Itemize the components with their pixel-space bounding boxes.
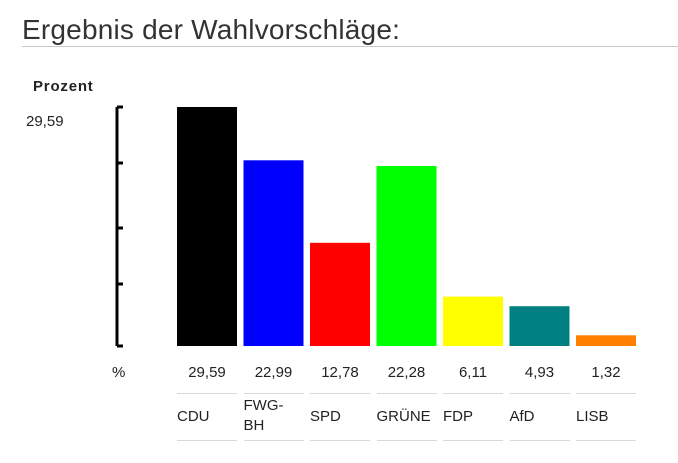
bar-spd (310, 242, 370, 346)
value-row-label: % (112, 364, 126, 381)
category-label: FWG-BH (243, 397, 284, 434)
category-label: GRÜNE (376, 408, 431, 425)
value-label: 22,28 (387, 364, 426, 381)
row-divider (177, 440, 237, 441)
value-label: 29,59 (188, 364, 226, 381)
row-divider (243, 440, 304, 441)
bar-fwg-bh (243, 160, 304, 346)
y-axis (115, 105, 123, 348)
row-divider (509, 440, 570, 441)
bar-afd (509, 306, 570, 346)
page-title: Ergebnis der Wahlvorschläge: (22, 14, 401, 45)
value-label: 12,78 (321, 364, 359, 381)
y-axis-label: Prozent (33, 78, 94, 95)
bar-lisb (576, 335, 636, 346)
row-divider (243, 393, 304, 394)
category-label: FDP (443, 408, 473, 425)
row-divider (376, 393, 437, 394)
bar-fdp (443, 296, 503, 346)
row-divider (509, 393, 570, 394)
bar-grüne (376, 166, 437, 346)
row-divider (177, 393, 237, 394)
category-label: AfD (509, 408, 535, 425)
title-divider (22, 46, 678, 47)
value-label: 4,93 (524, 364, 555, 381)
row-divider (310, 393, 370, 394)
row-divider (576, 393, 636, 394)
row-divider (576, 440, 636, 441)
value-label: 1,32 (591, 364, 621, 381)
row-divider (443, 440, 503, 441)
row-divider (376, 440, 437, 441)
bar-cdu (177, 107, 237, 346)
value-label: 22,99 (254, 364, 293, 381)
row-divider (310, 440, 370, 441)
category-label: CDU (177, 408, 210, 425)
row-divider (443, 393, 503, 394)
y-axis-max-label: 29,59 (26, 113, 64, 130)
category-label: LISB (576, 408, 609, 425)
category-label: SPD (310, 408, 341, 425)
value-label: 6,11 (458, 364, 488, 381)
bars (177, 107, 636, 346)
